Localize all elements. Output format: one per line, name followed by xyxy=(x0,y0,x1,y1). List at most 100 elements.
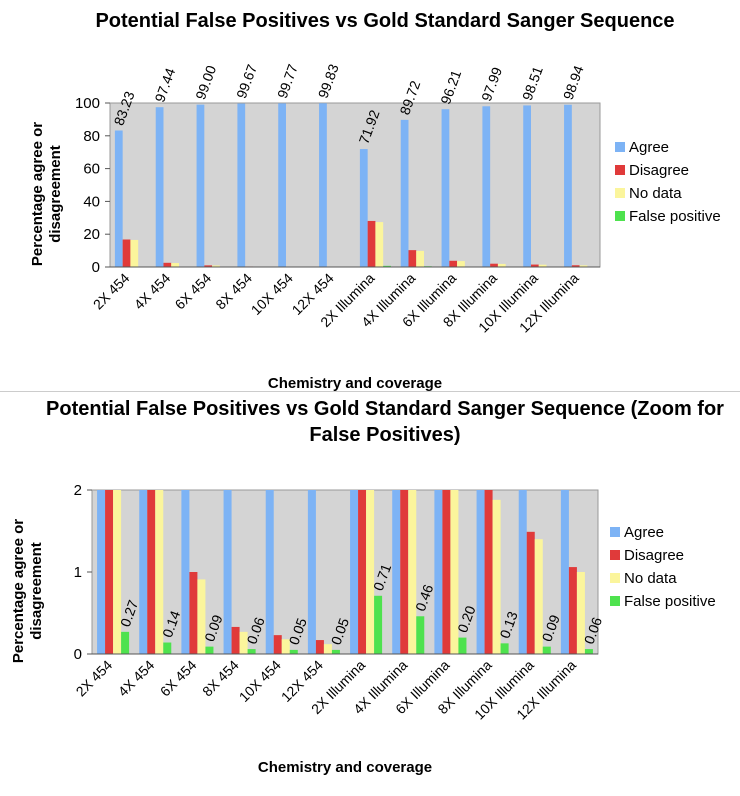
bar xyxy=(315,640,324,654)
legend-label: False positive xyxy=(629,208,721,225)
bar xyxy=(458,637,467,654)
bar xyxy=(366,490,375,654)
bar xyxy=(155,107,164,267)
bar xyxy=(223,490,232,654)
y-tick-label: 2 xyxy=(74,482,82,499)
bar xyxy=(482,106,491,267)
bar xyxy=(204,265,213,267)
bar xyxy=(319,103,327,267)
bar xyxy=(231,626,240,654)
legend-swatch xyxy=(610,527,620,537)
legend-swatch xyxy=(610,573,620,583)
bar xyxy=(358,490,367,654)
legend-swatch xyxy=(615,165,625,175)
legend-label: No data xyxy=(624,570,677,587)
x-tick-label: 2X 454 xyxy=(73,657,116,700)
bars xyxy=(97,490,593,654)
bar xyxy=(197,579,206,654)
bar xyxy=(307,490,316,654)
bar xyxy=(367,220,376,267)
bar xyxy=(163,262,172,267)
bar xyxy=(490,263,498,267)
bar xyxy=(497,263,506,267)
bar xyxy=(584,649,593,654)
x-tick-label: 2X 454 xyxy=(90,270,133,313)
y-tick-label: 60 xyxy=(83,161,100,178)
bar xyxy=(434,490,443,654)
data-label: 96.21 xyxy=(437,68,464,107)
bar xyxy=(383,265,391,267)
y-tick-label: 0 xyxy=(74,646,82,663)
legend-swatch xyxy=(615,142,625,152)
x-tick-label: 10X 454 xyxy=(248,270,296,318)
bar xyxy=(375,222,384,267)
bar xyxy=(408,250,417,267)
bar xyxy=(476,490,485,654)
data-label: 98.94 xyxy=(560,63,587,102)
legend-swatch xyxy=(610,550,620,560)
bar xyxy=(189,572,198,654)
bar xyxy=(113,490,122,654)
bar xyxy=(97,490,106,654)
chart-title: Potential False Positives vs Gold Standa… xyxy=(95,10,675,32)
bar xyxy=(564,104,572,267)
bar xyxy=(281,639,290,654)
bar xyxy=(247,649,256,654)
data-label: 99.83 xyxy=(315,62,342,101)
legend-label: Agree xyxy=(629,139,669,156)
bar xyxy=(400,490,409,654)
bar xyxy=(576,572,585,654)
bar xyxy=(416,616,425,654)
bar xyxy=(265,490,274,654)
bar xyxy=(538,264,547,267)
bar xyxy=(492,499,501,654)
bar xyxy=(523,105,531,267)
bar xyxy=(239,631,248,654)
bar xyxy=(163,642,172,654)
bar xyxy=(400,119,409,267)
y-tick-label: 1 xyxy=(74,564,82,581)
data-label: 98.51 xyxy=(519,64,546,103)
bar xyxy=(392,490,401,654)
bar xyxy=(155,490,164,654)
bar xyxy=(105,490,114,654)
bar xyxy=(560,490,569,654)
bar xyxy=(500,643,509,654)
chart-title: Potential False Positives vs Gold Standa… xyxy=(46,398,724,446)
bar xyxy=(374,595,383,654)
bar xyxy=(530,264,539,267)
bar xyxy=(205,646,214,654)
bar xyxy=(289,649,298,654)
legend-swatch xyxy=(615,188,625,198)
bar xyxy=(139,490,148,654)
bar xyxy=(457,261,465,267)
legend-label: Disagree xyxy=(624,547,684,564)
divider xyxy=(0,391,740,392)
bars xyxy=(114,103,596,267)
plot-area xyxy=(109,102,601,268)
x-axis-label: Chemistry and coverage xyxy=(258,759,432,776)
data-label: 97.44 xyxy=(151,66,178,105)
x-tick-label: 6X 454 xyxy=(172,270,215,313)
x-axis-label: Chemistry and coverage xyxy=(268,375,442,392)
x-tick-label: 10X 454 xyxy=(236,657,284,705)
bar xyxy=(534,539,543,654)
bar xyxy=(442,490,451,654)
data-label: 99.77 xyxy=(274,62,301,101)
bar xyxy=(181,490,190,654)
bar xyxy=(196,104,205,267)
bar xyxy=(237,103,246,267)
legend-label: No data xyxy=(629,185,682,202)
bar xyxy=(121,631,130,654)
bar xyxy=(359,149,368,267)
bar xyxy=(212,265,220,267)
bar xyxy=(350,490,359,654)
data-label: 99.67 xyxy=(233,62,260,101)
x-tick-label: 4X 454 xyxy=(115,657,158,700)
legend-label: Disagree xyxy=(629,162,689,179)
bar xyxy=(450,490,459,654)
bar xyxy=(571,265,580,267)
